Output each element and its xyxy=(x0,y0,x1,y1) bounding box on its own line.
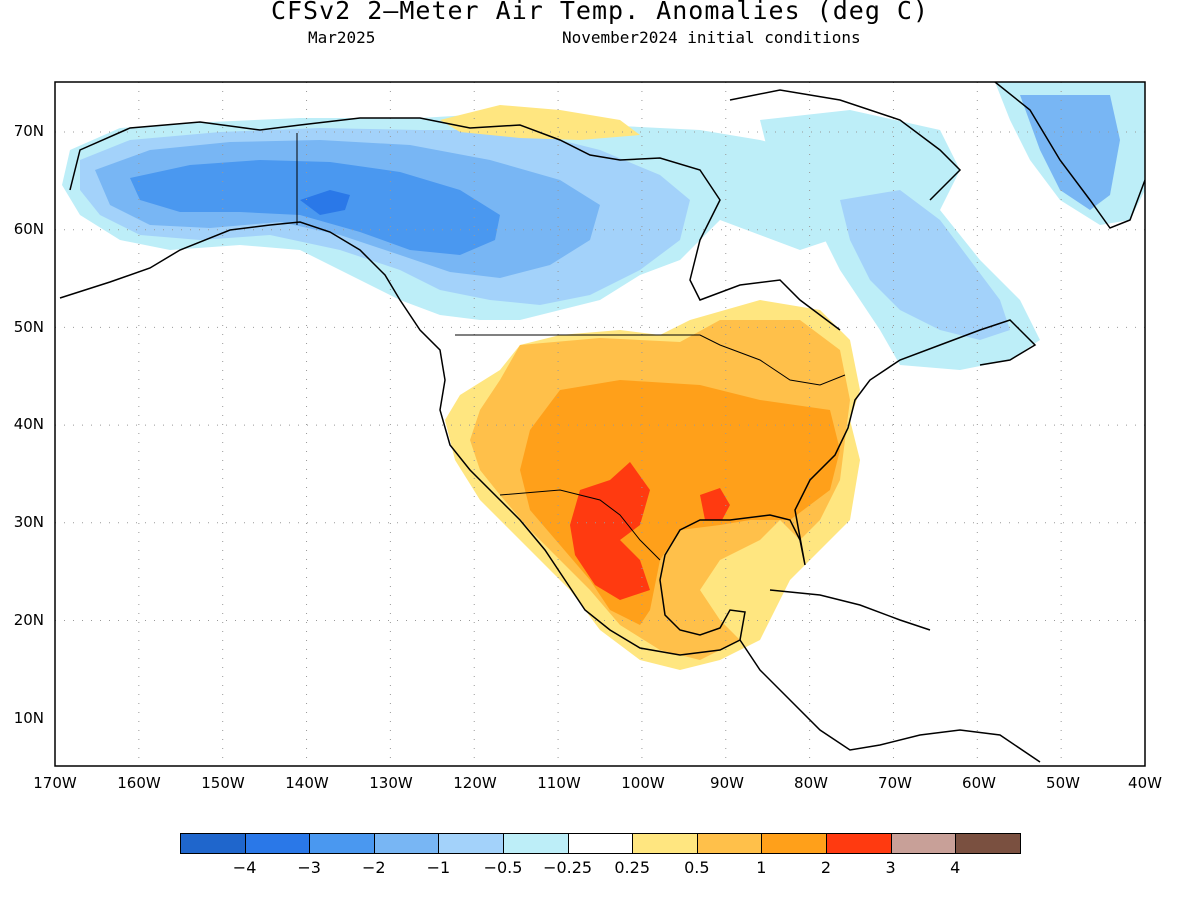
lat-label: 40N xyxy=(13,415,44,433)
colorbar-swatch xyxy=(180,833,246,854)
lon-label: 150W xyxy=(201,774,245,792)
colorbar-label: −2 xyxy=(362,858,386,877)
colorbar-label: −0.25 xyxy=(543,858,593,877)
colorbar-label: 2 xyxy=(820,858,832,877)
colorbar-swatch xyxy=(438,833,504,854)
lon-label: 110W xyxy=(537,774,581,792)
colorbar-label: −0.5 xyxy=(483,858,523,877)
lon-label: 140W xyxy=(285,774,329,792)
lat-label: 30N xyxy=(13,513,44,531)
valid-month-label: Mar2025 xyxy=(308,28,376,47)
lon-label: 120W xyxy=(453,774,497,792)
colorbar-label: −1 xyxy=(426,858,451,877)
colorbar-label: −4 xyxy=(232,858,257,877)
map-title: CFSv2 2–Meter Air Temp. Anomalies (deg C… xyxy=(270,0,930,25)
lat-label: 60N xyxy=(13,220,44,238)
anomaly-fills xyxy=(62,82,1145,670)
map-frame xyxy=(54,81,1146,767)
colorbar-swatch xyxy=(244,833,311,854)
colorbar-swatch xyxy=(309,833,375,854)
initial-conditions-label: November2024 initial conditions xyxy=(562,28,861,47)
warm-region-3b xyxy=(700,488,730,520)
lat-label: 70N xyxy=(13,122,44,140)
coastlines xyxy=(59,82,1145,763)
colorbar-label: 3 xyxy=(885,858,896,877)
colorbar-label: 0.5 xyxy=(684,858,710,877)
lon-label: 100W xyxy=(621,774,665,792)
colorbar-label: 4 xyxy=(950,858,961,877)
cold-greenland-2 xyxy=(1020,95,1120,210)
cold-east-canada-2 xyxy=(840,190,1010,340)
lon-label: 90W xyxy=(710,774,744,792)
lat-label: 50N xyxy=(13,318,44,336)
colorbar-swatch xyxy=(696,833,763,854)
lon-label: 160W xyxy=(117,774,161,792)
colorbar-label: −3 xyxy=(297,858,321,877)
colorbar-swatch xyxy=(826,833,892,854)
colorbar-swatch xyxy=(890,833,957,854)
lon-label: 80W xyxy=(794,774,828,792)
borders xyxy=(296,133,846,561)
colorbar-swatch xyxy=(373,833,440,854)
warm-region-3 xyxy=(570,462,650,600)
colorbar-swatch xyxy=(955,833,1021,854)
colorbar-swatch xyxy=(761,833,827,854)
colorbar-swatch xyxy=(632,833,698,854)
lon-label: 60W xyxy=(962,774,996,792)
grid-lines xyxy=(55,82,1145,766)
lon-label: 130W xyxy=(369,774,413,792)
lon-label: 50W xyxy=(1046,774,1080,792)
lon-label: 170W xyxy=(33,774,77,792)
lat-label: 20N xyxy=(13,611,44,629)
cold-region-minus3 xyxy=(300,190,350,215)
colorbar-swatch xyxy=(503,833,569,854)
colorbar-swatch xyxy=(567,833,634,854)
colorbar-label: 1 xyxy=(756,858,767,877)
lon-label: 40W xyxy=(1128,774,1162,792)
colorbar-label: 0.25 xyxy=(614,858,650,877)
warm-region-0p5 xyxy=(440,105,640,140)
lat-label: 10N xyxy=(13,709,44,727)
lon-label: 70W xyxy=(878,774,912,792)
